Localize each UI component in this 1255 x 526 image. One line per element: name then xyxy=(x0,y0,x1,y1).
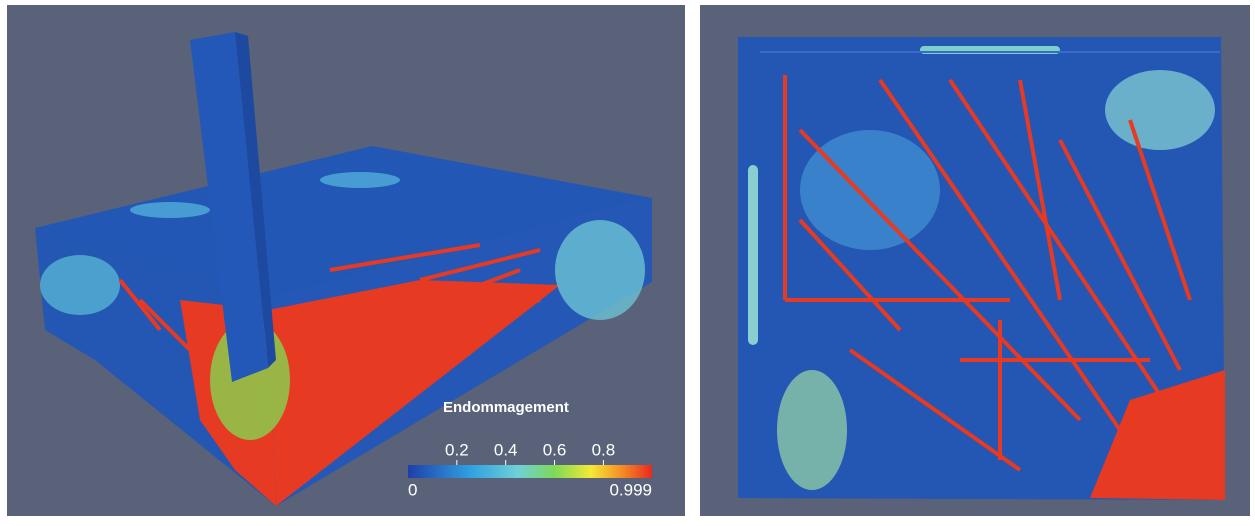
column xyxy=(190,32,268,382)
colorbar-min: 0 xyxy=(408,480,417,499)
damage-zone xyxy=(748,165,758,345)
damage-zone xyxy=(40,255,120,315)
damage-right xyxy=(268,280,560,506)
damage-zone xyxy=(777,370,847,490)
colorbar-tick-label: 0.2 xyxy=(445,440,469,459)
damage-zone xyxy=(130,202,210,218)
cracks xyxy=(118,243,541,362)
left-render: Endommagement 0 0.999 0.2 0.4 0.6 0.8 xyxy=(7,5,685,516)
right-render xyxy=(700,5,1250,516)
column-side xyxy=(235,32,276,368)
colorbar-max: 0.999 xyxy=(609,480,652,499)
colorbar xyxy=(408,465,652,478)
colorbar-title: Endommagement xyxy=(443,399,569,416)
damage-zone xyxy=(320,172,400,188)
damage-zone xyxy=(1105,70,1215,150)
cracks xyxy=(760,51,1220,472)
slab-top xyxy=(35,146,652,298)
colorbar-tick-label: 0.4 xyxy=(494,440,518,459)
colorbar-tick-label: 0.8 xyxy=(592,440,616,459)
colorbar-ticks: 0.2 0.4 0.6 0.8 xyxy=(445,440,615,465)
damage-zone xyxy=(800,130,940,250)
damage-corner xyxy=(1090,370,1225,500)
damage-zone xyxy=(555,220,645,320)
colorbar-tick-label: 0.6 xyxy=(543,440,567,459)
